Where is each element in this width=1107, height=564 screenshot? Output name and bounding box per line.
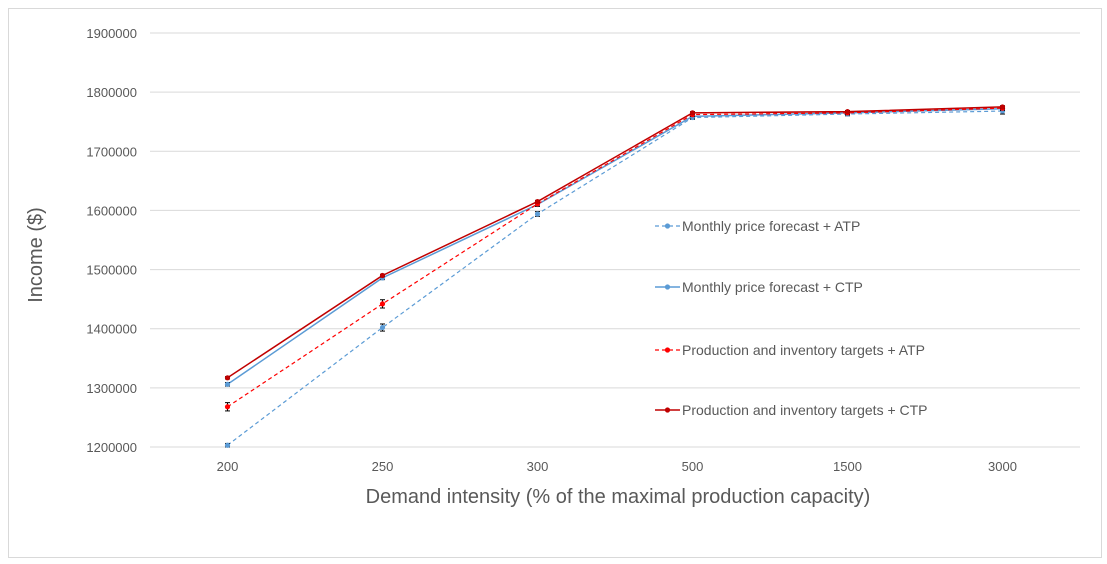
y-tick-label: 1500000 (86, 263, 137, 278)
legend-marker (664, 407, 671, 413)
legend-item-4: Production and inventory targets + CTP (655, 402, 928, 418)
series-1 (224, 107, 1006, 448)
legend-marker (664, 347, 671, 353)
data-point (689, 110, 696, 116)
data-point (224, 404, 231, 410)
legend-marker (664, 223, 671, 229)
series-line (227, 107, 1003, 408)
legend-label: Monthly price forecast + ATP (682, 218, 860, 234)
legend-item-2: Monthly price forecast + CTP (655, 279, 863, 295)
data-point (844, 109, 851, 115)
data-point (534, 211, 541, 217)
legend-label: Production and inventory targets + CTP (682, 402, 928, 418)
x-tick-label: 300 (527, 459, 549, 474)
x-tick-label: 1500 (833, 459, 862, 474)
x-tick-labels: 200 250 300 500 1500 3000 (217, 459, 1017, 474)
data-point (224, 375, 231, 381)
series-line (227, 110, 1003, 446)
y-tick-labels: 1200000 1300000 1400000 1500000 1600000 17000… (86, 26, 137, 455)
data-point (534, 198, 541, 205)
data-point (224, 381, 231, 387)
series-4 (224, 104, 1006, 381)
data-point (999, 104, 1006, 110)
data-point (379, 301, 386, 307)
y-tick-label: 1200000 (86, 440, 137, 455)
x-tick-label: 3000 (988, 459, 1017, 474)
data-point (379, 324, 386, 331)
x-axis-title: Demand intensity (% of the maximal produ… (366, 486, 871, 508)
x-tick-label: 250 (372, 459, 394, 474)
gridlines (150, 32, 1080, 448)
x-tick-label: 500 (682, 459, 704, 474)
legend-label: Monthly price forecast + CTP (682, 279, 863, 295)
legend: Monthly price forecast + ATP Monthly pric… (655, 218, 928, 418)
y-tick-label: 1800000 (86, 85, 137, 100)
series-layer (224, 104, 1006, 448)
y-tick-label: 1600000 (86, 203, 137, 218)
y-axis-title: Income ($) (25, 207, 47, 303)
legend-marker (664, 284, 671, 290)
y-tick-label: 1700000 (86, 144, 137, 159)
data-point (379, 272, 386, 279)
y-tick-label: 1400000 (86, 322, 137, 337)
x-tick-label: 200 (217, 459, 239, 474)
y-tick-label: 1900000 (86, 26, 137, 41)
legend-item-1: Monthly price forecast + ATP (655, 218, 860, 234)
data-point (224, 442, 231, 448)
legend-label: Production and inventory targets + ATP (682, 342, 925, 358)
chart-frame (8, 8, 1102, 558)
legend-item-3: Production and inventory targets + ATP (655, 342, 925, 358)
y-tick-label: 1300000 (86, 381, 137, 396)
series-line (227, 106, 1003, 379)
